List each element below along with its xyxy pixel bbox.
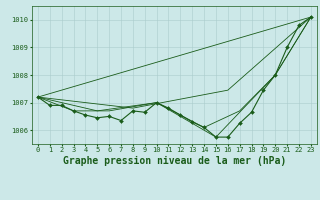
X-axis label: Graphe pression niveau de la mer (hPa): Graphe pression niveau de la mer (hPa) xyxy=(63,156,286,166)
